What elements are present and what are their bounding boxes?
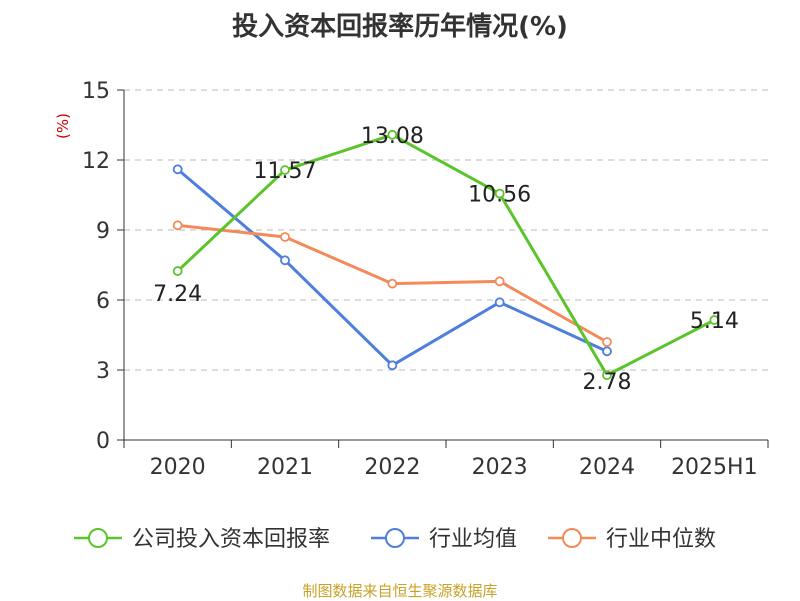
data-labels: 7.24 11.57 13.08 10.56 2.78 5.14 [153, 124, 739, 395]
data-point [172, 220, 183, 231]
x-tick-label: 2022 [364, 455, 420, 480]
source-note: 制图数据来自恒生聚源数据库 [302, 582, 498, 600]
data-point [280, 232, 290, 242]
legend-item: 行业中位数 [548, 527, 716, 552]
axes: 0 3 6 9 12 15 2020 2021 2022 2023 2024 2025H1 [82, 79, 769, 480]
data-point [494, 276, 505, 287]
data-label: 13.08 [361, 124, 424, 149]
y-tick-label: 6 [96, 289, 110, 314]
series-2 [172, 220, 612, 347]
data-point [280, 165, 290, 175]
data-point [602, 370, 612, 381]
y-tick-label: 12 [82, 149, 110, 174]
legend-label: 行业中位数 [606, 527, 716, 552]
y-tick-label: 9 [96, 219, 110, 244]
legend: 公司投入资本回报率 行业均值 行业中位数 [74, 527, 716, 552]
data-label: 10.56 [468, 183, 531, 208]
data-point [602, 346, 612, 357]
x-tick-label: 2021 [257, 455, 313, 480]
data-point [494, 297, 505, 308]
data-point [387, 129, 398, 140]
legend-item: 行业均值 [371, 527, 517, 552]
legend-marker [88, 528, 108, 548]
data-point [494, 188, 505, 199]
data-label: 2.78 [583, 370, 632, 395]
legend-label: 行业均值 [429, 527, 517, 552]
data-point [602, 337, 612, 347]
x-tick-label: 2020 [150, 455, 206, 480]
x-tick-label: 2023 [472, 455, 528, 480]
legend-marker [385, 528, 405, 548]
series-line [176, 133, 716, 377]
legend-item: 公司投入资本回报率 [74, 527, 330, 552]
data-point [387, 278, 398, 289]
y-tick-label: 15 [82, 79, 110, 104]
grid-lines [124, 89, 768, 371]
data-point [280, 255, 290, 266]
data-point [172, 164, 183, 175]
y-tick-label: 0 [96, 429, 110, 454]
x-tick-label: 2025H1 [671, 455, 758, 480]
series-0 [172, 129, 720, 381]
series-1 [172, 164, 612, 371]
data-point [172, 266, 183, 276]
x-tick-label: 2024 [579, 455, 635, 480]
y-tick-label: 3 [96, 359, 110, 384]
data-point [387, 360, 398, 371]
data-label: 5.14 [690, 309, 739, 334]
legend-marker [562, 528, 582, 548]
legend-label: 公司投入资本回报率 [132, 527, 330, 552]
series-group [172, 129, 720, 381]
chart-title: 投入资本回报率历年情况(%) [232, 12, 568, 42]
y-unit-label: (%) [54, 113, 72, 139]
data-label: 11.57 [254, 159, 317, 184]
data-point [709, 315, 720, 325]
data-label: 7.24 [153, 282, 202, 307]
